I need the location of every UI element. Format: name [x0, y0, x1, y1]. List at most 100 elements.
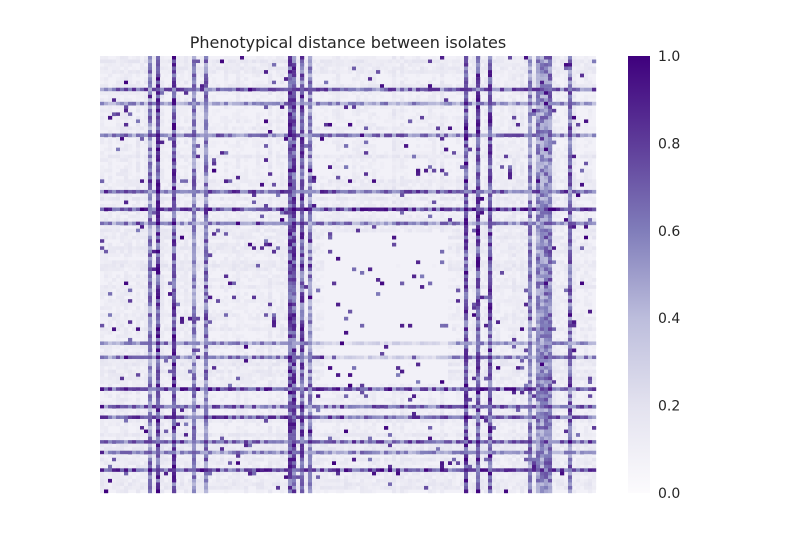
heatmap-cell: [268, 207, 273, 212]
heatmap-cell: [308, 119, 313, 124]
heatmap-cell: [488, 225, 493, 229]
heatmap-cell: [528, 214, 533, 219]
heatmap-cell: [120, 77, 125, 81]
heatmap-cell: [260, 249, 265, 254]
heatmap-cell: [284, 59, 289, 64]
heatmap-cell: [148, 214, 153, 219]
heatmap-cell: [216, 63, 221, 67]
heatmap-cell: [312, 200, 317, 205]
heatmap-cell: [176, 186, 181, 191]
heatmap-cell: [212, 204, 217, 208]
heatmap-cell: [100, 101, 105, 106]
heatmap-cell: [296, 232, 301, 236]
heatmap-cell: [172, 179, 177, 184]
heatmap-cell: [504, 196, 509, 201]
heatmap-cell: [304, 214, 309, 219]
heatmap-cell: [268, 87, 273, 92]
heatmap-cell: [544, 175, 549, 180]
heatmap-cell: [236, 189, 241, 194]
heatmap-cell: [124, 70, 129, 74]
heatmap-cell: [548, 165, 553, 169]
heatmap-cell: [588, 225, 593, 229]
heatmap-cell: [476, 175, 481, 180]
heatmap-cell: [404, 165, 409, 169]
heatmap-cell: [536, 211, 541, 215]
heatmap-cell: [484, 91, 489, 95]
heatmap-cell: [124, 239, 129, 243]
heatmap-cell: [568, 161, 573, 166]
heatmap-cell: [536, 147, 541, 152]
heatmap-cell: [444, 182, 449, 187]
heatmap-cell: [144, 105, 149, 110]
heatmap-cell: [172, 133, 177, 138]
heatmap-cell: [212, 179, 217, 184]
heatmap-cell: [364, 70, 369, 74]
heatmap-cell: [508, 122, 513, 127]
heatmap-cell: [120, 115, 125, 120]
heatmap-cell: [332, 165, 337, 169]
heatmap-cell: [564, 179, 569, 184]
heatmap-cell: [472, 200, 477, 205]
heatmap-cell: [280, 130, 285, 134]
heatmap-cell: [316, 126, 321, 131]
heatmap-cell: [188, 218, 193, 222]
heatmap-cell: [220, 66, 225, 71]
heatmap-cell: [536, 179, 541, 184]
heatmap-cell: [400, 225, 405, 229]
heatmap-cell: [136, 225, 141, 229]
heatmap-cell: [460, 133, 465, 138]
heatmap-cell: [544, 182, 549, 187]
heatmap-cell: [568, 235, 573, 240]
heatmap-cell: [268, 105, 273, 110]
heatmap-cell: [540, 91, 545, 95]
heatmap-cell: [268, 147, 273, 152]
heatmap-cell: [508, 168, 513, 173]
heatmap-cell: [576, 249, 581, 254]
heatmap-cell: [304, 144, 309, 148]
heatmap-cell: [100, 70, 105, 74]
heatmap-cell: [352, 196, 357, 201]
heatmap-cell: [300, 165, 305, 169]
heatmap-cell: [296, 204, 301, 208]
heatmap-cell: [568, 66, 573, 71]
heatmap-cell: [344, 228, 349, 233]
heatmap-cell: [544, 211, 549, 215]
heatmap-cell: [320, 214, 325, 219]
heatmap-cell: [584, 172, 589, 177]
heatmap-cell: [484, 242, 489, 247]
heatmap-cell: [376, 63, 381, 67]
heatmap-cell: [260, 196, 265, 201]
heatmap-cell: [324, 70, 329, 74]
heatmap-cell: [388, 101, 393, 106]
heatmap-cell: [444, 204, 449, 208]
heatmap-cell: [152, 56, 157, 60]
heatmap-cell: [220, 115, 225, 120]
heatmap-cell: [308, 105, 313, 110]
heatmap-cell: [384, 151, 389, 155]
heatmap-cell: [296, 94, 301, 99]
heatmap-cell: [488, 221, 493, 226]
heatmap-cell: [156, 242, 161, 247]
heatmap-cell: [404, 214, 409, 219]
heatmap-cell: [572, 70, 577, 74]
heatmap-cell: [320, 91, 325, 95]
heatmap-cell: [404, 179, 409, 184]
heatmap-cell: [460, 175, 465, 180]
heatmap-cell: [100, 189, 105, 194]
heatmap-cell: [568, 130, 573, 134]
heatmap-cell: [144, 196, 149, 201]
heatmap-cell: [344, 196, 349, 201]
heatmap-cell: [548, 137, 553, 141]
heatmap-cell: [304, 94, 309, 99]
heatmap-cell: [484, 154, 489, 159]
heatmap-cell: [212, 218, 217, 222]
heatmap-cell: [476, 147, 481, 152]
heatmap-cell: [124, 108, 129, 113]
heatmap-cell: [164, 151, 169, 155]
heatmap-cell: [472, 144, 477, 148]
heatmap-cell: [288, 147, 293, 152]
heatmap-cell: [424, 98, 429, 103]
heatmap-cell: [232, 126, 237, 131]
heatmap-cell: [544, 115, 549, 120]
heatmap-cell: [452, 133, 457, 138]
